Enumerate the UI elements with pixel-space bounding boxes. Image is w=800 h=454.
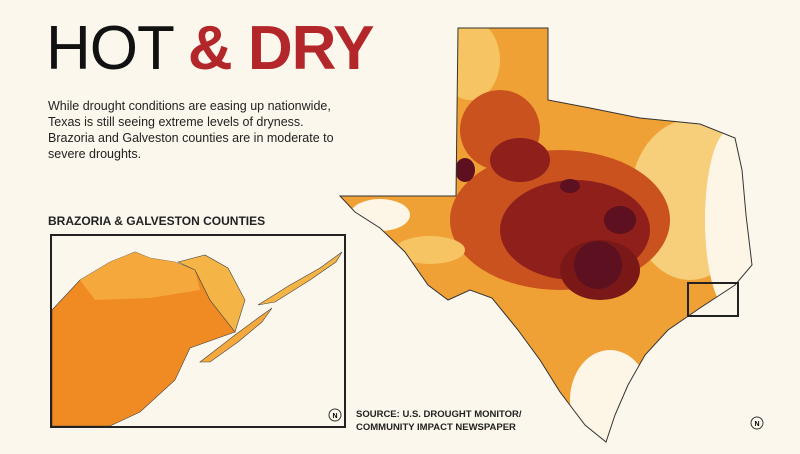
drought-area	[560, 179, 580, 193]
source-line: SOURCE: U.S. DROUGHT MONITOR/	[356, 409, 522, 420]
title-part: HOT	[46, 14, 175, 83]
drought-area	[80, 252, 200, 300]
bolivar-peninsula	[257, 251, 343, 306]
galveston-mainland	[177, 254, 246, 333]
description: While drought conditions are easing up n…	[48, 99, 334, 161]
drought-area	[455, 158, 475, 182]
title: HOT & DRY	[46, 14, 375, 84]
north-arrow	[750, 416, 764, 430]
drought-area	[570, 350, 650, 442]
inset-heading: BRAZORIA & GALVESTON COUNTIES	[48, 214, 266, 228]
north-label: N	[754, 421, 759, 428]
drought-area	[490, 138, 550, 182]
inset-locator	[687, 282, 739, 317]
texas-drought-map	[340, 28, 752, 442]
inset-map	[52, 251, 343, 426]
drought-area	[440, 28, 500, 100]
drought-area	[395, 236, 465, 264]
galveston-island	[199, 307, 273, 363]
title-part: & DRY	[187, 14, 375, 83]
source: SOURCE: U.S. DROUGHT MONITOR/COMMUNITY I…	[356, 408, 522, 434]
texas-outline	[338, 27, 753, 443]
source-line: COMMUNITY IMPACT NEWSPAPER	[356, 422, 516, 433]
north-arrow	[328, 408, 342, 422]
drought-area	[574, 241, 622, 289]
north-label: N	[332, 413, 337, 420]
drought-area	[604, 206, 636, 234]
